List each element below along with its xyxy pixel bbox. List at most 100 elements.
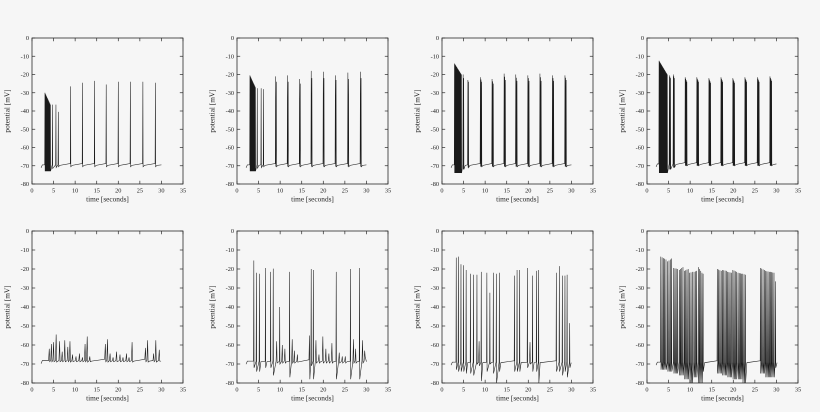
x-tick-label: 25 — [342, 188, 348, 195]
membrane-potential-trace — [40, 80, 162, 172]
y-tick-label: -10 — [21, 247, 29, 254]
y-tick-label: -60 — [636, 342, 644, 349]
y-tick-label: -50 — [21, 323, 29, 330]
x-tick-label: 10 — [277, 188, 283, 195]
y-tick-label: -10 — [636, 53, 644, 60]
y-tick-label: -50 — [226, 323, 234, 330]
y-tick-label: -30 — [21, 285, 29, 292]
x-tick-label: 15 — [94, 188, 100, 195]
y-tick-label: -60 — [226, 342, 234, 349]
trace-panel-row2-col2: 0 5 10 15 20 25 30 35 0 -10 -20 -30 -40 -50 -60 -70 -80 t… — [205, 206, 410, 412]
y-tick-label: -80 — [21, 181, 29, 188]
x-tick-label: 0 — [30, 387, 33, 394]
x-tick-label: 35 — [590, 387, 596, 394]
y-tick-label: -50 — [636, 323, 644, 330]
y-tick-label: -60 — [431, 145, 439, 152]
y-tick-label: -10 — [226, 53, 234, 60]
axes-box — [236, 37, 389, 185]
y-tick-label: -40 — [21, 108, 29, 115]
membrane-potential-trace — [40, 334, 162, 364]
y-tick-label: -50 — [431, 323, 439, 330]
axes-box — [441, 37, 594, 185]
y-tick-label: -70 — [226, 163, 234, 170]
x-tick-label: 25 — [137, 387, 143, 394]
x-axis-label: time [seconds] — [86, 394, 129, 403]
x-tick-label: 0 — [645, 188, 648, 195]
y-tick-label: -30 — [431, 285, 439, 292]
y-axis-label: potential [mV] — [208, 89, 217, 132]
y-tick-label: -40 — [226, 108, 234, 115]
y-tick-label: -10 — [431, 53, 439, 60]
x-tick-label: 15 — [504, 188, 510, 195]
y-tick-label: -40 — [636, 108, 644, 115]
y-tick-label: -20 — [21, 266, 29, 273]
x-tick-label: 35 — [590, 188, 596, 195]
y-tick-label: -40 — [636, 304, 644, 311]
x-tick-label: 15 — [504, 387, 510, 394]
x-tick-label: 5 — [257, 387, 260, 394]
x-tick-label: 10 — [277, 387, 283, 394]
x-tick-label: 15 — [709, 387, 715, 394]
x-tick-label: 35 — [385, 387, 391, 394]
y-tick-label: -10 — [431, 247, 439, 254]
x-tick-label: 5 — [52, 188, 55, 195]
x-tick-label: 25 — [547, 387, 553, 394]
trace-plot-row1-col2: 0 5 10 15 20 25 30 35 0 -10 -20 -30 -40 -50 -60 -70 -80 t… — [208, 35, 392, 204]
x-tick-label: 30 — [568, 188, 574, 195]
y-tick-label: -80 — [21, 380, 29, 387]
y-tick-label: -20 — [226, 72, 234, 79]
y-tick-label: -10 — [21, 53, 29, 60]
y-tick-label: -70 — [21, 361, 29, 368]
y-tick-label: -20 — [226, 266, 234, 273]
y-tick-label: -80 — [636, 380, 644, 387]
x-tick-label: 15 — [709, 188, 715, 195]
membrane-potential-trace — [245, 70, 367, 172]
x-tick-label: 10 — [687, 188, 693, 195]
x-tick-label: 5 — [462, 188, 465, 195]
y-tick-label: -70 — [21, 163, 29, 170]
y-tick-label: 0 — [26, 228, 29, 235]
y-tick-label: -60 — [226, 145, 234, 152]
x-tick-label: 30 — [158, 387, 164, 394]
x-tick-label: 35 — [385, 188, 391, 195]
x-axis-label: time [seconds] — [291, 195, 334, 204]
y-tick-label: -20 — [636, 266, 644, 273]
x-tick-label: 25 — [547, 188, 553, 195]
x-tick-label: 20 — [115, 387, 121, 394]
y-tick-label: -60 — [21, 145, 29, 152]
x-tick-label: 15 — [299, 188, 305, 195]
y-tick-label: -50 — [226, 126, 234, 133]
x-tick-label: 30 — [773, 188, 779, 195]
x-tick-label: 20 — [320, 188, 326, 195]
y-tick-label: -20 — [21, 72, 29, 79]
x-tick-label: 0 — [645, 387, 648, 394]
y-tick-label: -70 — [636, 361, 644, 368]
y-tick-label: -30 — [21, 90, 29, 97]
y-tick-label: -30 — [636, 90, 644, 97]
trace-plot-row2-col1: 0 5 10 15 20 25 30 35 0 -10 -20 -30 -40 -50 -60 -70 -80 t… — [3, 228, 187, 403]
x-tick-label: 30 — [773, 387, 779, 394]
x-tick-label: 20 — [525, 387, 531, 394]
trace-plot-row1-col4: 0 5 10 15 20 25 30 35 0 -10 -20 -30 -40 -50 -60 -70 -80 t… — [618, 35, 802, 204]
y-axis-label: potential [mV] — [618, 285, 627, 328]
x-tick-label: 15 — [299, 387, 305, 394]
x-tick-label: 30 — [568, 387, 574, 394]
trace-panel-row1-col3: 0 5 10 15 20 25 30 35 0 -10 -20 -30 -40 -50 -60 -70 -80 t… — [410, 0, 615, 206]
x-axis-label: time [seconds] — [701, 394, 744, 403]
x-tick-label: 25 — [752, 387, 758, 394]
y-tick-label: 0 — [436, 228, 439, 235]
x-tick-label: 20 — [730, 387, 736, 394]
trace-panel-row1-col1: 0 5 10 15 20 25 30 35 0 -10 -20 -30 -40 -50 -60 -70 -80 t… — [0, 0, 205, 206]
x-tick-label: 35 — [795, 387, 801, 394]
x-axis-label: time [seconds] — [496, 195, 539, 204]
y-tick-label: -60 — [431, 342, 439, 349]
y-axis-label: potential [mV] — [413, 285, 422, 328]
y-tick-label: -10 — [226, 247, 234, 254]
membrane-potential-trace — [450, 256, 572, 384]
y-tick-label: -30 — [226, 285, 234, 292]
x-tick-label: 25 — [752, 188, 758, 195]
y-axis-label: potential [mV] — [618, 89, 627, 132]
trace-plot-row1-col1: 0 5 10 15 20 25 30 35 0 -10 -20 -30 -40 -50 -60 -70 -80 t… — [3, 35, 187, 203]
x-axis-label: time [seconds] — [701, 195, 744, 204]
